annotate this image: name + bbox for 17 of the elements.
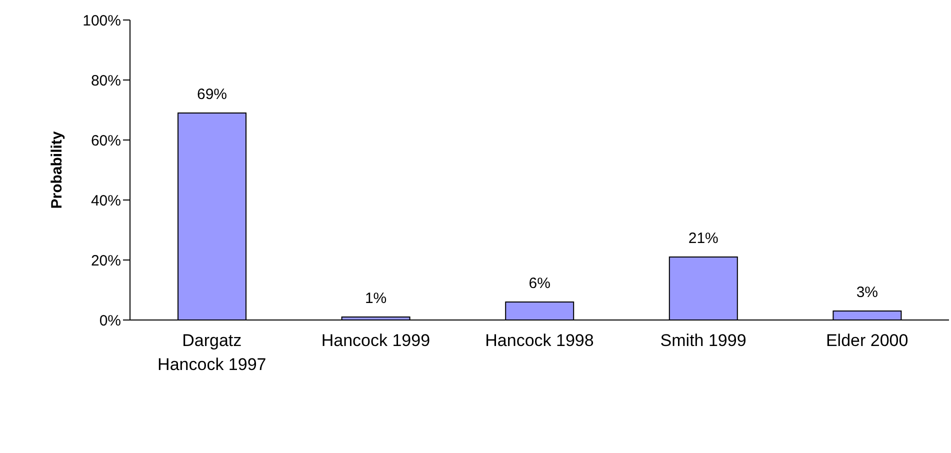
- data-label: 69%: [196, 86, 228, 103]
- y-tick-label: 80%: [90, 72, 121, 90]
- data-label: 3%: [856, 284, 878, 301]
- x-tick-label: Elder 2000: [826, 331, 908, 350]
- data-label: 1%: [364, 290, 387, 307]
- data-label: 21%: [688, 230, 718, 247]
- y-tick-label: 40%: [90, 192, 121, 210]
- y-tick-label: 20%: [90, 252, 121, 270]
- y-axis-title: Probability: [48, 130, 66, 209]
- x-tick-label: Hancock 1998: [485, 331, 594, 350]
- y-tick-label: 0%: [99, 312, 121, 330]
- y-tick-label: 100%: [82, 12, 121, 30]
- x-tick-label: Hancock 1999: [321, 331, 430, 350]
- data-label: 6%: [528, 275, 550, 292]
- x-tick-label: Dargatz Hancock 1997: [158, 331, 266, 374]
- y-tick-label: 60%: [90, 132, 121, 150]
- x-tick-label: Smith 1999: [660, 331, 746, 350]
